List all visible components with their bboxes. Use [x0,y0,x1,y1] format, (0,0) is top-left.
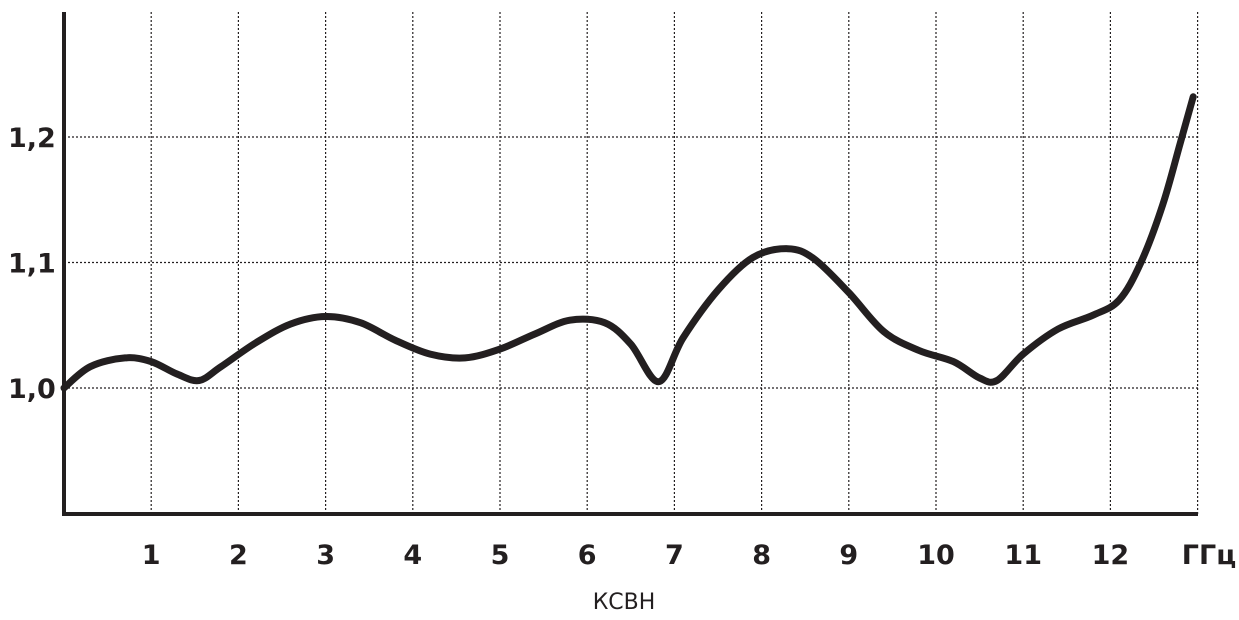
x-tick-label: 3 [316,540,335,571]
x-tick-label: 4 [403,540,422,571]
x-tick-label: 2 [229,540,248,571]
y-tick-labels: 1,0 1,1 1,2 [8,123,56,405]
y-tick-label: 1,2 [8,123,56,154]
x-tick-label: 5 [491,540,510,571]
x-tick-label: 7 [665,540,684,571]
series-group [60,93,1197,392]
chart-caption: КСВН [593,590,656,615]
x-tick-label: 6 [578,540,597,571]
series-line-1 [60,93,1197,392]
x-unit-label: ГГц [1182,540,1236,571]
x-tick-label: 12 [1092,540,1130,571]
x-tick-label: 10 [917,540,955,571]
x-tick-label: 9 [839,540,858,571]
x-tick-label: 1 [142,540,161,571]
x-tick-label: 8 [752,540,771,571]
x-tick-label: 11 [1004,540,1042,571]
y-tick-label: 1,1 [8,249,56,280]
y-tick-label: 1,0 [8,374,56,405]
axes [62,12,1198,516]
grid [64,12,1199,514]
x-tick-labels: 1 2 3 4 5 6 7 8 9 10 11 12 [142,540,1129,571]
